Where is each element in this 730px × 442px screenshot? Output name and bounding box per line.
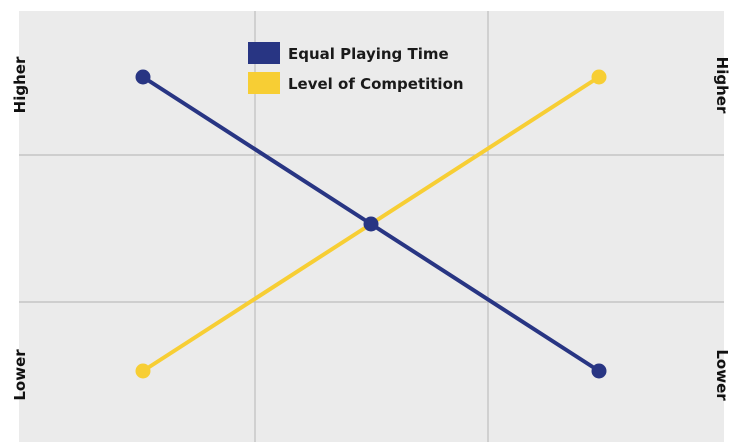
- data-point: [591, 69, 607, 85]
- legend-item: Level of Competition: [248, 72, 464, 94]
- right-axis-top-label: Higher: [713, 57, 730, 114]
- legend-swatch: [248, 42, 280, 64]
- left-axis-bottom-label: Lower: [11, 349, 29, 401]
- legend-label: Equal Playing Time: [288, 45, 449, 63]
- data-point: [591, 363, 607, 379]
- series-group: [135, 69, 607, 379]
- data-point: [135, 69, 151, 85]
- legend: Equal Playing Time Level of Competition: [248, 42, 464, 94]
- legend-label: Level of Competition: [288, 75, 464, 93]
- data-point: [363, 216, 379, 232]
- data-point: [135, 363, 151, 379]
- right-axis-bottom-label: Lower: [713, 349, 730, 401]
- left-axis-top-label: Higher: [11, 56, 29, 113]
- series-layer: [135, 69, 607, 379]
- legend-item: Equal Playing Time: [248, 42, 449, 64]
- legend-swatch: [248, 72, 280, 94]
